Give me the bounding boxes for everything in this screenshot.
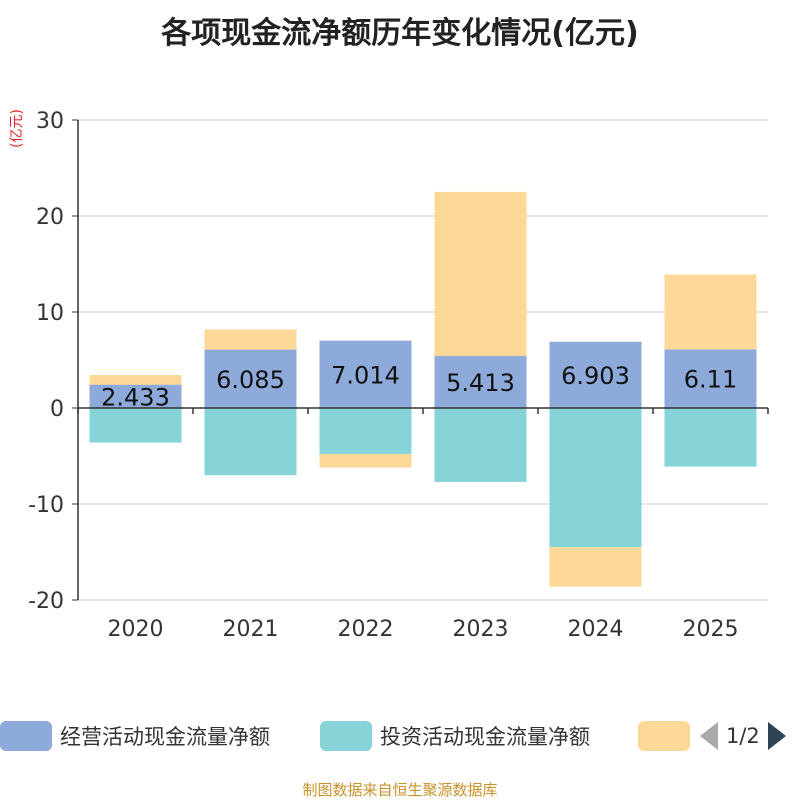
bar-third-2020	[89, 375, 182, 385]
legend-item-investing[interactable]: 投资活动现金流量净额	[320, 716, 590, 756]
data-label-operating-2022: 7.014	[331, 361, 400, 389]
x-tick-label-2020: 2020	[108, 617, 164, 642]
bar-investing-2023	[434, 408, 527, 482]
bar-investing-2021	[204, 408, 297, 476]
legend-page-indicator: 1/2	[726, 724, 760, 748]
bar-third-2023	[434, 191, 527, 357]
x-tick-label-2023: 2023	[453, 617, 509, 642]
legend-swatch-investing	[320, 721, 372, 751]
data-label-operating-2020: 2.433	[101, 383, 170, 411]
bar-operating-2023	[434, 356, 527, 408]
data-label-operating-2025: 6.11	[684, 366, 737, 394]
bar-third-2021	[204, 329, 297, 350]
bar-third-2022	[319, 454, 412, 468]
legend-pager: 1/2	[700, 716, 786, 756]
next-page-icon[interactable]	[767, 722, 786, 750]
legend-label-operating: 经营活动现金流量净额	[60, 725, 270, 749]
bar-operating-2020	[89, 384, 182, 408]
bar-operating-2025	[664, 349, 757, 408]
bar-investing-2025	[664, 408, 757, 467]
data-label-operating-2023: 5.413	[446, 369, 515, 397]
x-tick-label-2021: 2021	[223, 617, 279, 642]
y-tick-label: 0	[50, 397, 64, 422]
bar-investing-2020	[89, 408, 182, 443]
chart-title: 各项现金流净额历年变化情况(亿元)	[161, 16, 639, 51]
bar-operating-2024	[549, 341, 642, 408]
legend-swatch-operating	[0, 721, 52, 751]
legend-label-investing: 投资活动现金流量净额	[380, 725, 590, 749]
bar-investing-2024	[549, 408, 642, 548]
x-tick-label-2025: 2025	[683, 617, 739, 642]
y-tick-label: 10	[36, 301, 64, 326]
prev-page-icon[interactable]	[700, 722, 718, 750]
chart-area: 30 20 10 0 -10 -20 2.433 6.085 7.014 5.413 6.903 6.…	[28, 109, 769, 642]
legend-item-operating[interactable]: 经营活动现金流量净额	[0, 716, 270, 756]
x-tick-label-2024: 2024	[568, 617, 624, 642]
bar-investing-2022	[319, 408, 412, 455]
legend: 经营活动现金流量净额 投资活动现金流量净额 1/2	[0, 716, 800, 756]
y-tick-label: 30	[36, 109, 64, 134]
x-tick-label-2022: 2022	[338, 617, 394, 642]
data-label-operating-2024: 6.903	[561, 362, 630, 390]
y-tick-label: -20	[28, 589, 64, 614]
bar-operating-2021	[204, 349, 297, 408]
bar-third-2025	[664, 274, 757, 350]
data-source: 制图数据来自恒生聚源数据库	[302, 781, 498, 799]
bar-third-2024	[549, 547, 642, 587]
y-tick-label: 20	[36, 205, 64, 230]
bar-operating-2022	[319, 340, 412, 408]
y-tick-label: -10	[28, 493, 64, 518]
data-label-operating-2021: 6.085	[216, 366, 285, 394]
legend-swatch-third	[638, 721, 690, 751]
legend-item-financing[interactable]	[638, 716, 698, 756]
